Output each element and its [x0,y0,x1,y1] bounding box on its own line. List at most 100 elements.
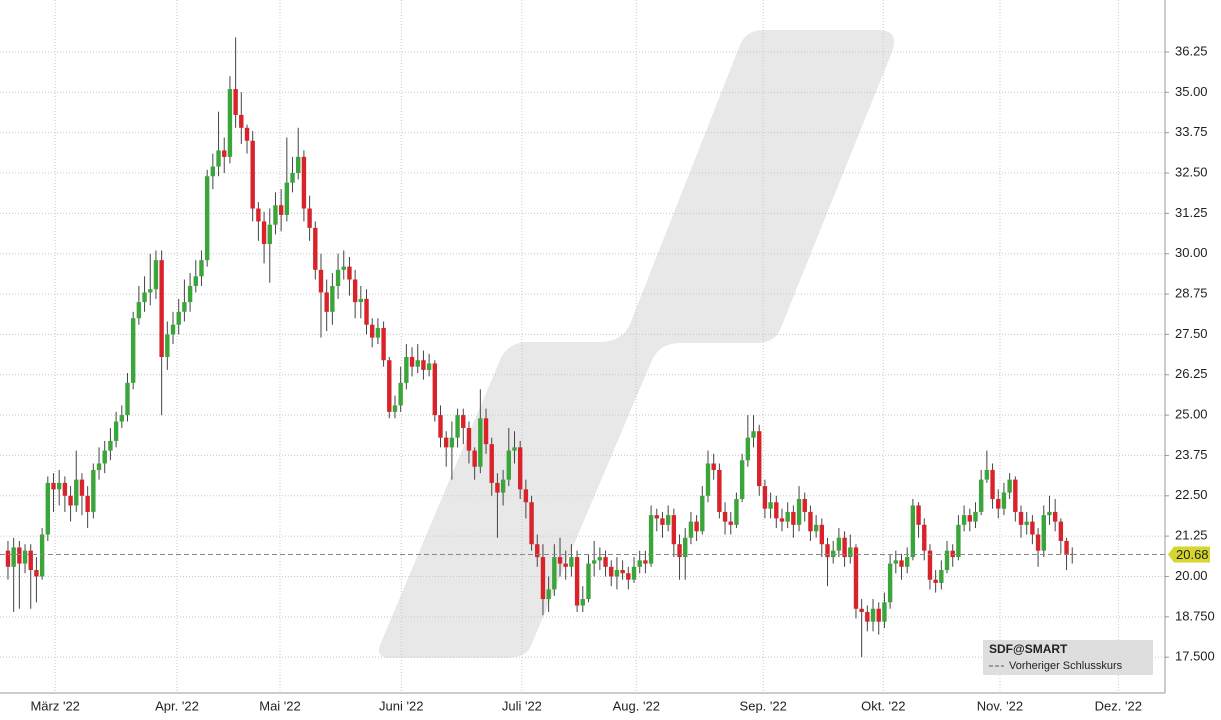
candle-body [370,324,375,338]
y-tick-label: 22.50 [1175,487,1208,502]
candle-body [853,547,859,609]
candle-body [45,482,51,535]
candle-body [153,260,159,290]
candle-body [39,534,45,577]
candle-body [614,570,620,577]
candle-body [961,515,967,525]
candle-body [17,547,22,564]
candle-body [1030,521,1035,535]
candle-body [5,550,11,567]
candle-body [1013,479,1018,512]
candle-body [574,557,580,606]
candle-body [341,266,346,270]
candle-body [318,269,324,293]
candle-body [296,156,301,174]
candle-body [620,570,625,574]
legend[interactable]: SDF@SMART Vorheriger Schlusskurs [983,640,1153,675]
candle-body [204,176,210,261]
candle-body [996,499,1001,509]
candle-body [500,479,506,493]
candle-body [939,570,944,583]
candle-body [449,437,455,448]
candle-body [552,557,557,590]
candle-body [563,563,568,567]
candle-body [79,479,85,496]
legend-box [983,640,1153,675]
candle-body [933,579,938,583]
candle-body [11,547,16,567]
candle-body [956,524,961,558]
candle-body [216,150,221,167]
candle-body [119,415,124,422]
candle-body [660,518,665,525]
y-tick-label: 26.25 [1175,366,1208,381]
candle-body [483,418,489,445]
candle-body [1018,511,1024,525]
candle-body [244,127,250,141]
y-tick-label: 35.00 [1175,84,1208,99]
candle-body [916,505,921,525]
candle-body [546,589,551,600]
candle-body [751,431,756,438]
candle-body [307,208,312,228]
candle-body [387,360,392,412]
candle-body [950,550,955,558]
candle-body [700,495,705,532]
candle-body [785,511,790,522]
candle-body [34,570,39,577]
candle-body [506,450,511,480]
candle-body [364,298,369,325]
candle-body [535,544,540,558]
y-tick-label: 27.50 [1175,326,1208,341]
last-price-badge [1168,546,1210,563]
candle-body [830,550,836,558]
candle-body [677,544,682,558]
candle-body [125,382,130,416]
y-tick-label: 30.00 [1175,245,1208,260]
candle-body [529,502,534,545]
candle-body [967,515,972,522]
candle-body [313,227,318,270]
candle-body [825,544,830,558]
candle-body [523,489,529,503]
candle-body [472,450,477,467]
candle-body [358,298,364,303]
x-tick-label: Apr. '22 [155,698,199,713]
candle-body [256,208,261,222]
candle-body [199,260,204,277]
candle-body [808,511,813,532]
candle-body [654,515,659,519]
candle-body [922,524,927,551]
candle-body [415,360,420,367]
candle-body [1001,492,1007,509]
candle-body [250,140,255,209]
candle-body [819,524,825,545]
legend-ref[interactable]: Vorheriger Schlusskurs [1009,660,1123,672]
candle-body [426,363,432,370]
candle-body [671,515,677,545]
x-tick-label: Juli '22 [502,698,542,713]
candle-body [728,521,733,525]
x-tick-label: Nov. '22 [977,698,1023,713]
candle-body [187,285,193,303]
candle-body [421,360,426,370]
candle-body [432,363,438,416]
candle-body [910,505,916,558]
legend-series[interactable]: SDF@SMART [989,642,1068,656]
candle-body [591,560,597,564]
candle-body [375,327,381,338]
candle-body [586,563,591,600]
candle-body [688,521,694,538]
candle-body [887,563,893,603]
y-tick-label: 31.25 [1175,205,1208,220]
candle-body [74,479,79,506]
candle-body [711,463,716,470]
candle-body [978,479,984,512]
candle-body [404,356,409,383]
candle-body [626,573,631,580]
candle-body [267,224,272,245]
y-tick-label: 20.00 [1175,568,1208,583]
x-tick-label: Aug. '22 [613,698,660,713]
candle-body [461,415,466,429]
candle-body [768,502,773,509]
